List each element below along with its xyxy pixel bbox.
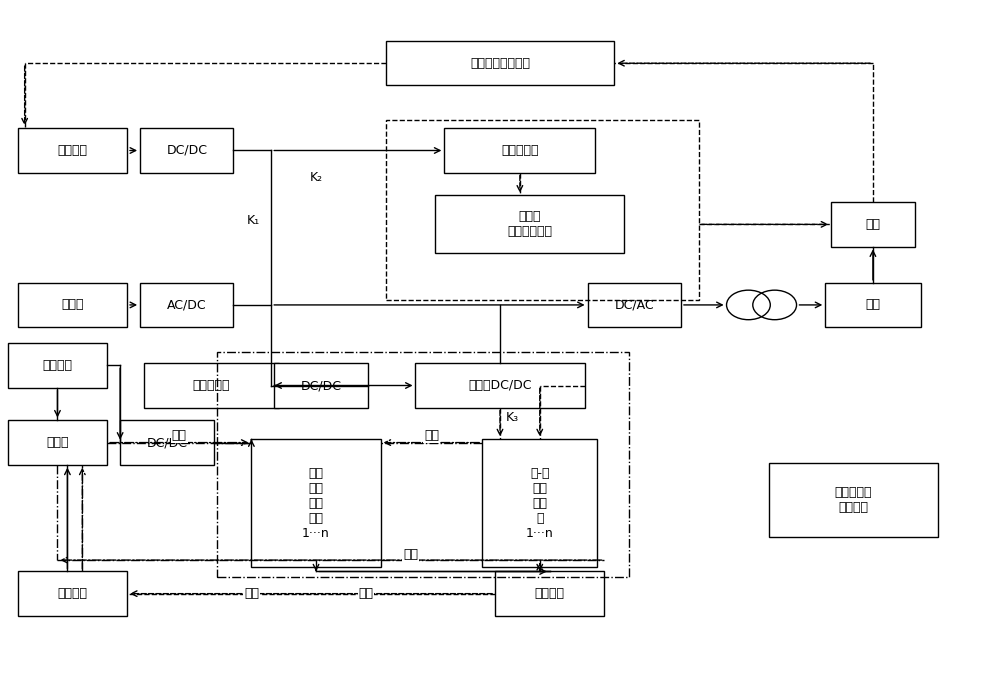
FancyBboxPatch shape [144, 364, 279, 408]
Text: 电网: 电网 [865, 299, 880, 311]
FancyBboxPatch shape [495, 571, 604, 616]
FancyBboxPatch shape [588, 283, 681, 327]
FancyBboxPatch shape [140, 283, 233, 327]
Text: 氢-空
气燃
料电
池
1···n: 氢-空 气燃 料电 池 1···n [526, 466, 554, 540]
Text: 氢气: 氢气 [358, 587, 373, 600]
FancyBboxPatch shape [415, 364, 585, 408]
FancyBboxPatch shape [444, 129, 595, 173]
Text: DC/DC: DC/DC [300, 379, 342, 392]
Text: 功率协调和
监测模块: 功率协调和 监测模块 [834, 485, 872, 514]
Text: K₃: K₃ [505, 411, 518, 424]
Text: 多端口DC/DC: 多端口DC/DC [468, 379, 532, 392]
Text: 热能: 热能 [172, 429, 187, 442]
FancyBboxPatch shape [435, 196, 624, 253]
Text: 风电场: 风电场 [61, 299, 84, 311]
FancyBboxPatch shape [825, 283, 921, 327]
Text: 储氢装置: 储氢装置 [535, 587, 565, 600]
FancyBboxPatch shape [8, 343, 107, 387]
FancyBboxPatch shape [274, 364, 368, 408]
FancyBboxPatch shape [120, 420, 214, 464]
FancyBboxPatch shape [769, 462, 938, 537]
Text: AC/DC: AC/DC [167, 299, 207, 311]
Text: 氧气: 氧气 [244, 587, 259, 600]
FancyBboxPatch shape [18, 571, 127, 616]
FancyBboxPatch shape [251, 439, 381, 567]
Text: 固体
氧化
物电
解槽
1···n: 固体 氧化 物电 解槽 1···n [302, 466, 330, 540]
Text: 内燃机: 内燃机 [46, 436, 69, 449]
Text: DC/DC: DC/DC [146, 436, 187, 449]
Text: K₂: K₂ [309, 171, 323, 184]
Text: 电热泵机组: 电热泵机组 [501, 144, 539, 157]
Text: 储能装置: 储能装置 [42, 359, 72, 372]
FancyBboxPatch shape [8, 420, 107, 464]
FancyBboxPatch shape [18, 129, 127, 173]
Text: 用户: 用户 [865, 218, 880, 231]
Text: 制冷: 制冷 [403, 548, 418, 561]
FancyBboxPatch shape [482, 439, 597, 567]
FancyBboxPatch shape [831, 202, 915, 246]
FancyBboxPatch shape [140, 129, 233, 173]
Text: 生活废水二次利用: 生活废水二次利用 [470, 57, 530, 70]
Text: 超级电容器: 超级电容器 [193, 379, 230, 392]
FancyBboxPatch shape [386, 41, 614, 85]
Text: 热能: 热能 [424, 429, 439, 442]
Text: K₁: K₁ [247, 215, 260, 227]
Text: DC/AC: DC/AC [614, 299, 654, 311]
Text: DC/DC: DC/DC [166, 144, 207, 157]
FancyBboxPatch shape [18, 283, 127, 327]
Text: 光伏系统: 光伏系统 [57, 144, 87, 157]
Text: 蓄热罐
闭式水蓄冷罐: 蓄热罐 闭式水蓄冷罐 [507, 211, 552, 238]
Text: 储氧装置: 储氧装置 [57, 587, 87, 600]
